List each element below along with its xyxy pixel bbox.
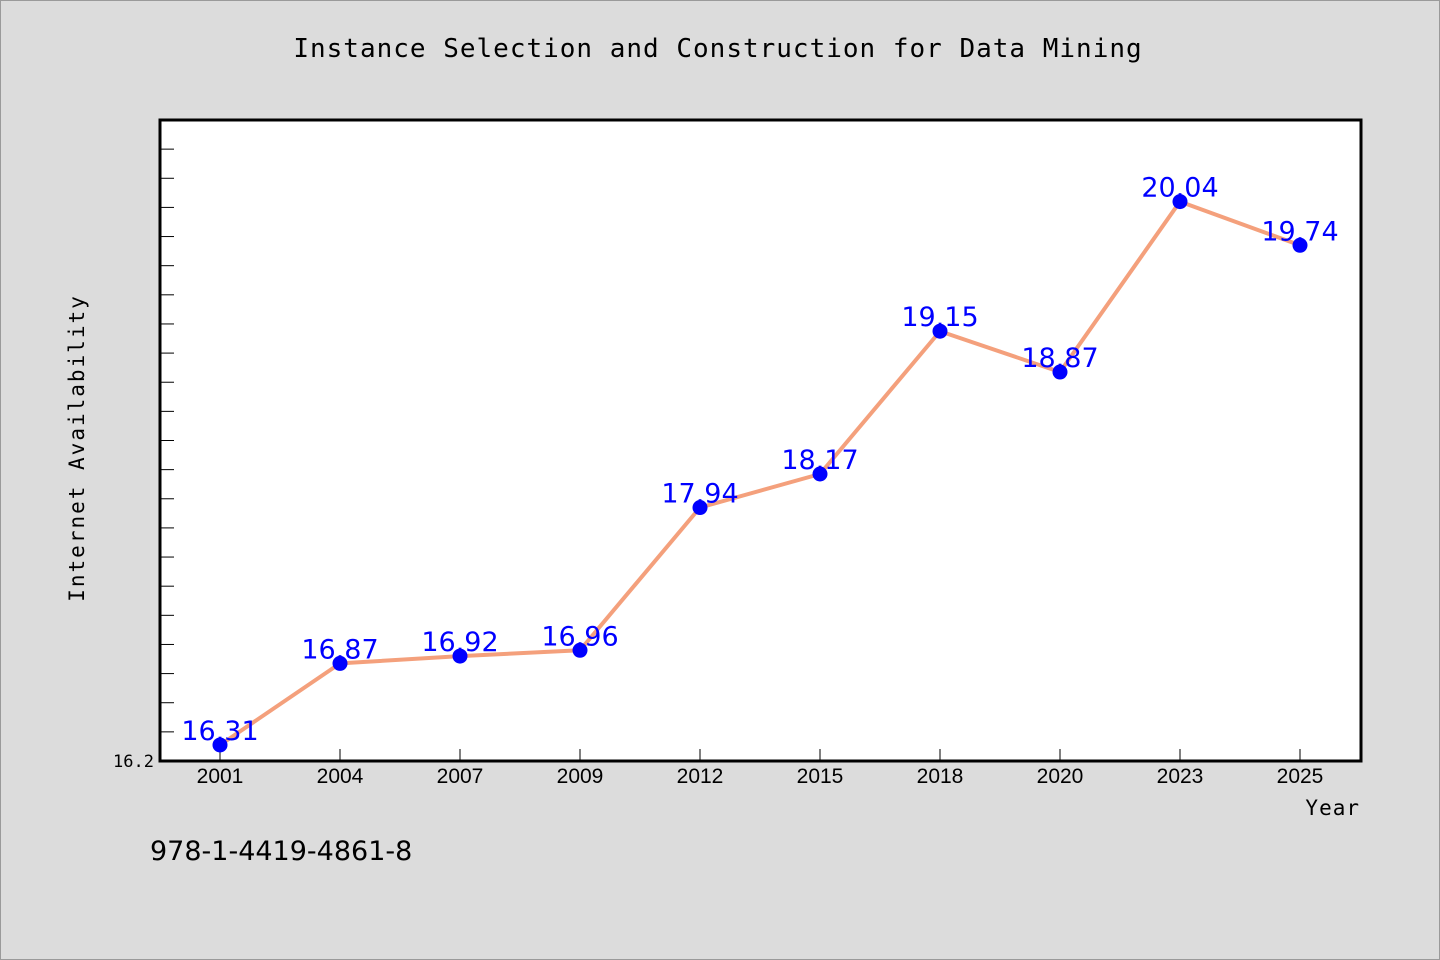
data-point: [212, 737, 228, 753]
y-tick-labels: 16.2: [113, 752, 154, 772]
data-point: [1292, 237, 1308, 253]
data-label: 19.74: [1261, 216, 1338, 247]
x-tick-label: 2007: [437, 765, 484, 788]
data-label: 16.87: [301, 634, 378, 665]
data-label: 19.15: [901, 302, 978, 333]
data-label: 16.31: [181, 716, 258, 747]
data-point: [452, 648, 468, 664]
data-point: [692, 500, 708, 516]
y-ticks: [160, 119, 174, 762]
x-tick-label: 2015: [797, 765, 844, 788]
chart-title: Instance Selection and Construction for …: [293, 34, 1143, 64]
x-axis-label: Year: [1305, 796, 1360, 820]
data-label: 18.17: [781, 445, 858, 476]
x-tick-label: 2020: [1037, 765, 1084, 788]
x-tick-labels: 2001 2004 2007 2009 2012 2015 2018 2020 2023 2025: [197, 765, 1324, 788]
data-label: 17.94: [661, 479, 738, 510]
series-lines: [218, 199, 1302, 747]
data-point: [332, 655, 348, 671]
data-labels: 16.31 16.87 16.92 16.96 17.94 18.17 19.15 18.87…: [181, 173, 1338, 747]
data-point: [572, 642, 588, 658]
data-point: [1052, 364, 1068, 380]
data-label: 18.87: [1021, 343, 1098, 374]
x-tick-label: 2004: [317, 765, 364, 788]
x-tick-label: 2001: [197, 765, 244, 788]
data-point: [812, 466, 828, 482]
x-tick-label: 2025: [1277, 765, 1324, 788]
x-tick-label: 2018: [917, 765, 964, 788]
x-tick-label: 2012: [677, 765, 724, 788]
series-line: [218, 199, 1302, 747]
data-point: [932, 323, 948, 339]
isbn-footer: 978-1-4419-4861-8: [150, 836, 413, 867]
data-label: 16.96: [541, 621, 618, 652]
x-tick-label: 2023: [1157, 765, 1204, 788]
data-points: [212, 194, 1308, 753]
y-axis-label: Internet Availability: [65, 294, 89, 602]
data-point: [1172, 194, 1188, 210]
x-tick-label: 2009: [557, 765, 604, 788]
data-label: 16.92: [421, 627, 498, 658]
data-label: 20.04: [1141, 173, 1218, 204]
y-tick-label: 16.2: [113, 752, 154, 772]
